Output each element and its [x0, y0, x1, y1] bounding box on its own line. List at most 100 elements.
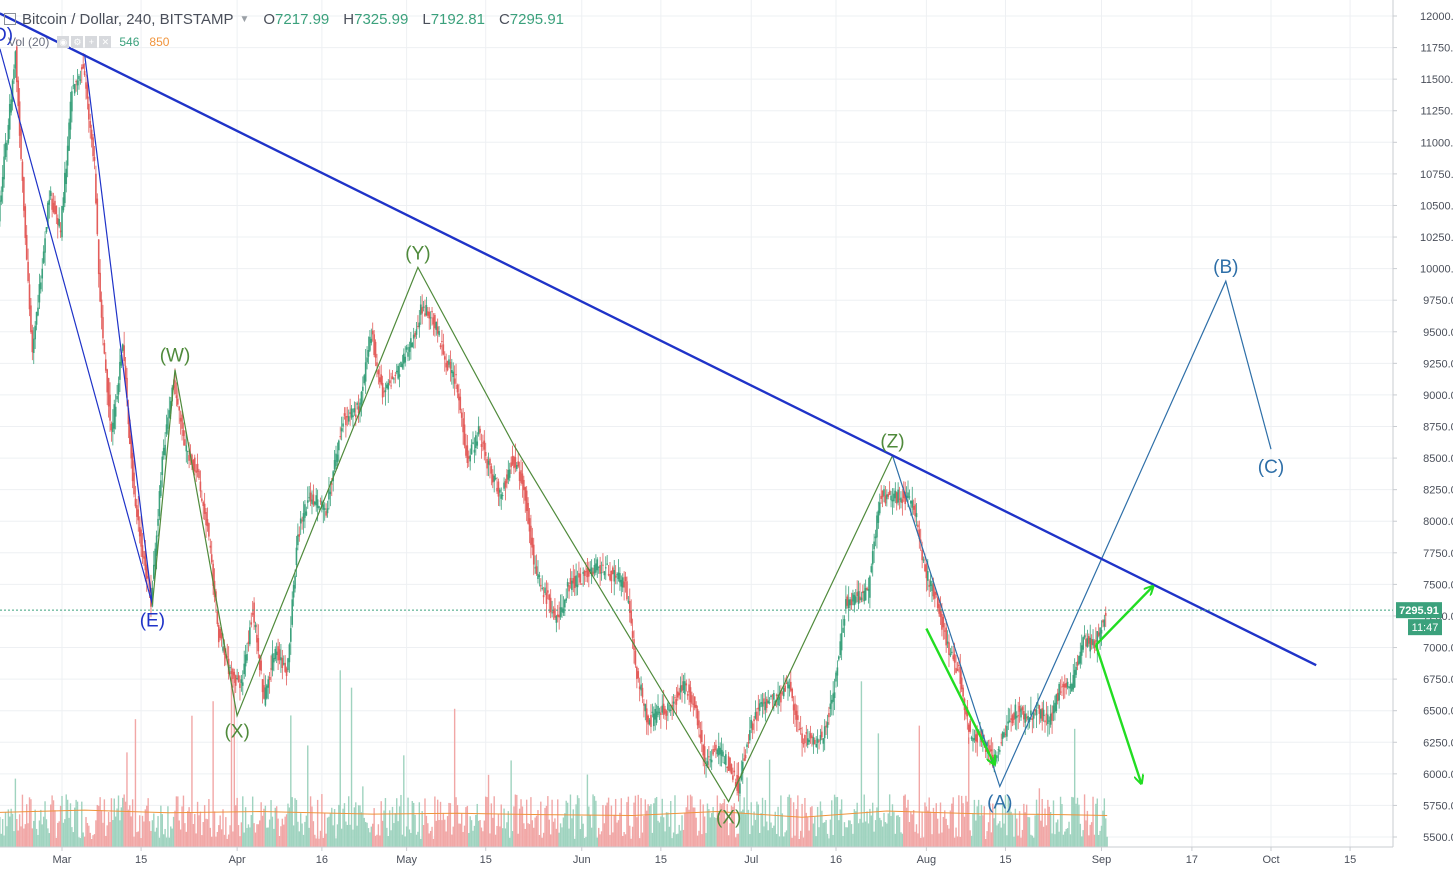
eye-icon[interactable]: ◉: [57, 36, 70, 48]
volume-bar: [256, 824, 258, 847]
collapse-icon[interactable]: [4, 13, 16, 25]
volume-bar: [713, 817, 716, 847]
volume-bar: [842, 836, 844, 847]
candle-body: [1000, 742, 1003, 744]
candle-body: [696, 709, 699, 726]
candle-body: [838, 656, 840, 660]
candle-body: [952, 655, 955, 660]
candle-body: [388, 380, 391, 384]
volume-bar: [4, 812, 7, 847]
candle-body: [362, 386, 364, 391]
volume-bar: [353, 807, 356, 847]
symbol-title[interactable]: Bitcoin / Dollar, 240, BITSTAMP: [22, 10, 234, 28]
volume-bar: [1006, 835, 1008, 847]
volume-bar: [764, 800, 767, 847]
volume-bar: [1045, 825, 1048, 847]
volume-bar: [143, 821, 145, 847]
candle-body: [280, 657, 282, 661]
candle-body: [501, 495, 504, 497]
volume-bar: [396, 798, 398, 847]
volume-bar: [106, 825, 108, 847]
candle-body: [16, 46, 18, 83]
volume-bar: [520, 799, 522, 847]
volume-bar: [24, 824, 26, 847]
volume-bar: [732, 806, 734, 847]
volume-bar: [646, 810, 648, 847]
x-tick-label: 17: [1186, 854, 1198, 866]
volume-bar: [20, 826, 22, 847]
volume-bar: [398, 806, 401, 847]
candle-body: [217, 625, 220, 643]
candle-body: [301, 520, 303, 522]
candle-body: [330, 483, 333, 485]
candle-body: [912, 505, 915, 510]
candle-body: [583, 570, 586, 576]
candle-body: [233, 671, 236, 676]
volume-bar: [797, 795, 799, 847]
volume-bar: [199, 811, 202, 847]
volume-bar: [92, 835, 94, 847]
candle-body: [473, 449, 476, 453]
volume-bar: [825, 819, 827, 847]
candle-body: [1068, 687, 1070, 689]
candle-body: [746, 744, 748, 748]
candle-body: [805, 732, 808, 734]
volume-bar: [119, 820, 121, 847]
candle-body: [564, 599, 566, 608]
candle-body: [174, 380, 176, 395]
candle-body: [853, 594, 856, 606]
volume-bar: [254, 832, 257, 847]
x-tick-label: Mar: [53, 854, 72, 866]
candles: [0, 39, 1107, 802]
volume-bar: [872, 802, 874, 847]
volume-bar: [383, 810, 385, 847]
candle-body: [438, 331, 440, 336]
candle-body: [660, 713, 662, 715]
candle-body: [943, 630, 946, 632]
candle-body: [1071, 683, 1073, 692]
volume-bar: [52, 800, 55, 847]
close-icon[interactable]: ✕: [99, 36, 112, 48]
candle-body: [887, 494, 890, 497]
candle-body: [734, 782, 737, 787]
candle-body: [708, 756, 710, 758]
volume-bar: [386, 827, 388, 847]
volume-bar: [1009, 803, 1011, 847]
candle-body: [460, 412, 463, 418]
volume-bar: [138, 815, 141, 847]
volume-bar: [141, 815, 144, 847]
chevron-down-icon[interactable]: ▼: [239, 13, 250, 25]
volume-bar: [804, 797, 806, 847]
x-tick-label: May: [396, 854, 417, 866]
candle-body: [857, 591, 860, 604]
volume-bar: [698, 830, 700, 847]
candle-body: [895, 492, 898, 504]
volume-bar: [461, 813, 463, 847]
candle-body: [758, 703, 761, 712]
open-label: O: [263, 10, 276, 28]
volume-bar: [873, 831, 875, 847]
volume-bar: [828, 838, 830, 847]
volume-bar: [391, 806, 394, 847]
candle-body: [828, 713, 830, 718]
candle-body: [798, 729, 801, 731]
candle-body: [1079, 651, 1082, 664]
candle-body: [467, 456, 470, 459]
volume-bar: [589, 814, 591, 847]
candle-body: [285, 668, 288, 677]
candle-body: [897, 489, 899, 503]
settings-icon[interactable]: ⚙: [71, 36, 84, 48]
volume-bar: [285, 814, 288, 847]
volume-bar: [1081, 836, 1083, 847]
volume-bar: [89, 832, 91, 847]
candle-body: [641, 687, 644, 698]
candle-body: [554, 608, 556, 618]
candle-body: [386, 384, 388, 389]
candle-body: [910, 500, 912, 504]
volume-bar: [1099, 830, 1101, 847]
candle-body: [208, 523, 210, 537]
candle-body: [636, 666, 638, 679]
add-icon[interactable]: +: [85, 36, 98, 48]
